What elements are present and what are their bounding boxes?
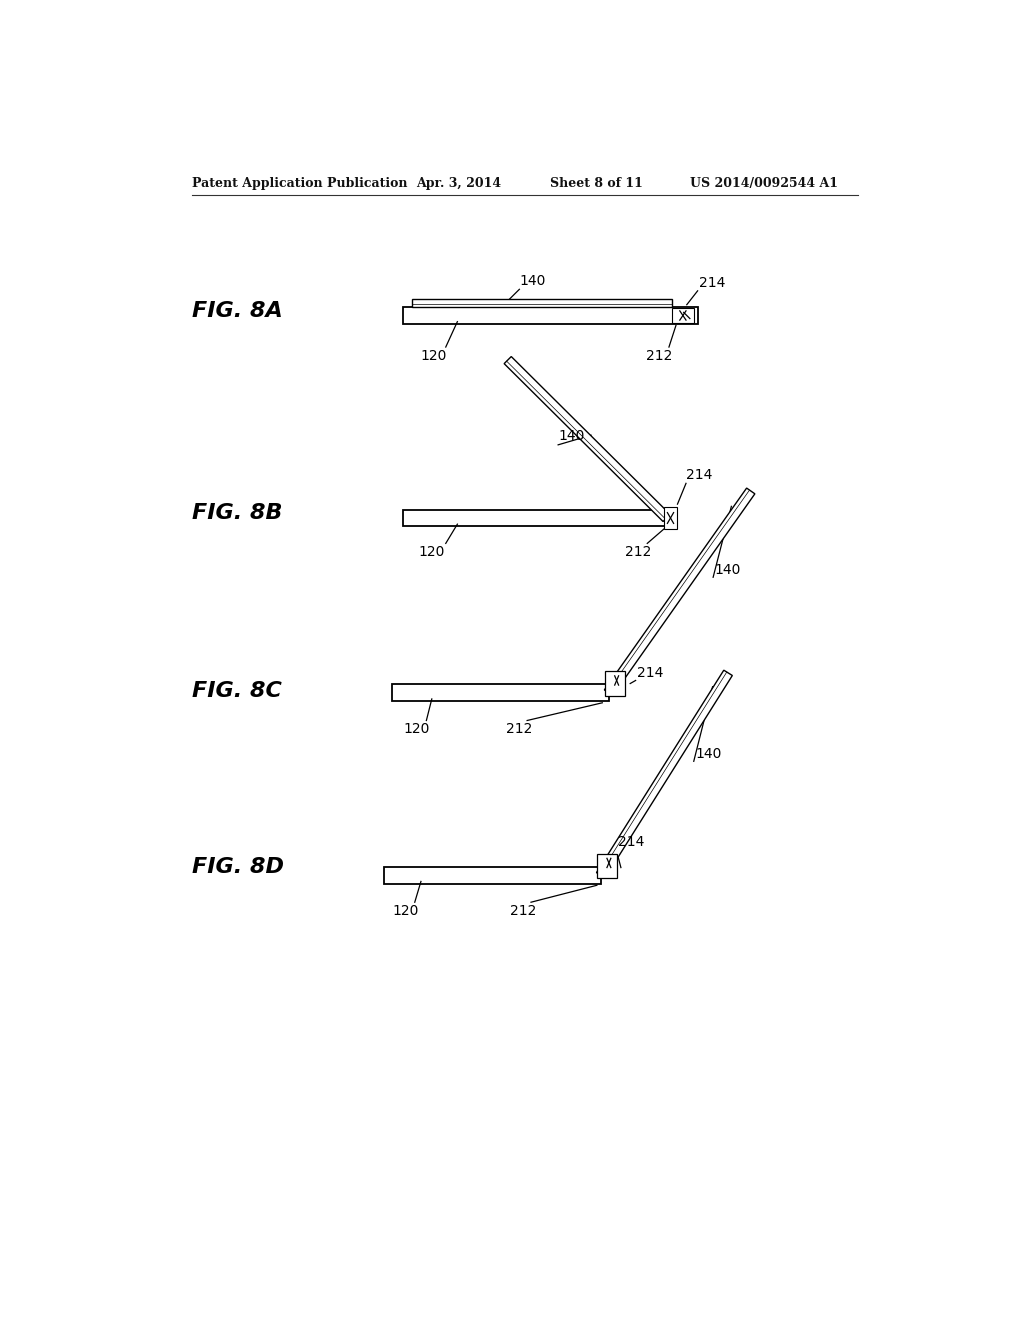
Text: 212: 212 [506, 722, 532, 737]
Bar [403, 510, 667, 527]
Bar [597, 854, 617, 878]
Text: 140: 140 [519, 273, 546, 288]
Text: FIG. 8A: FIG. 8A [191, 301, 283, 321]
Text: 212: 212 [646, 350, 672, 363]
Text: Sheet 8 of 11: Sheet 8 of 11 [550, 177, 643, 190]
Text: 120: 120 [403, 722, 429, 737]
Text: 214: 214 [637, 665, 664, 680]
Bar [664, 507, 678, 529]
Polygon shape [504, 356, 670, 521]
Text: 212: 212 [510, 904, 537, 917]
Bar [384, 867, 601, 884]
Bar [403, 308, 697, 323]
Text: 120: 120 [421, 350, 447, 363]
Text: Patent Application Publication: Patent Application Publication [191, 177, 408, 190]
Text: 120: 120 [419, 545, 445, 558]
Text: 214: 214 [686, 467, 713, 482]
Text: 140: 140 [558, 429, 585, 444]
Text: FIG. 8B: FIG. 8B [191, 503, 282, 523]
Bar [391, 684, 608, 701]
Text: 140: 140 [715, 562, 741, 577]
Text: 140: 140 [695, 747, 722, 760]
Text: 214: 214 [699, 276, 726, 290]
Bar [604, 672, 625, 696]
Text: US 2014/0092544 A1: US 2014/0092544 A1 [690, 177, 838, 190]
Bar [672, 309, 693, 322]
Text: 120: 120 [392, 904, 419, 917]
Text: 212: 212 [625, 545, 651, 558]
Text: FIG. 8C: FIG. 8C [191, 681, 282, 701]
Polygon shape [604, 488, 755, 696]
Bar [413, 298, 672, 308]
Text: 214: 214 [617, 836, 644, 849]
Polygon shape [596, 671, 732, 878]
Text: FIG. 8D: FIG. 8D [191, 857, 284, 876]
Text: Apr. 3, 2014: Apr. 3, 2014 [417, 177, 502, 190]
